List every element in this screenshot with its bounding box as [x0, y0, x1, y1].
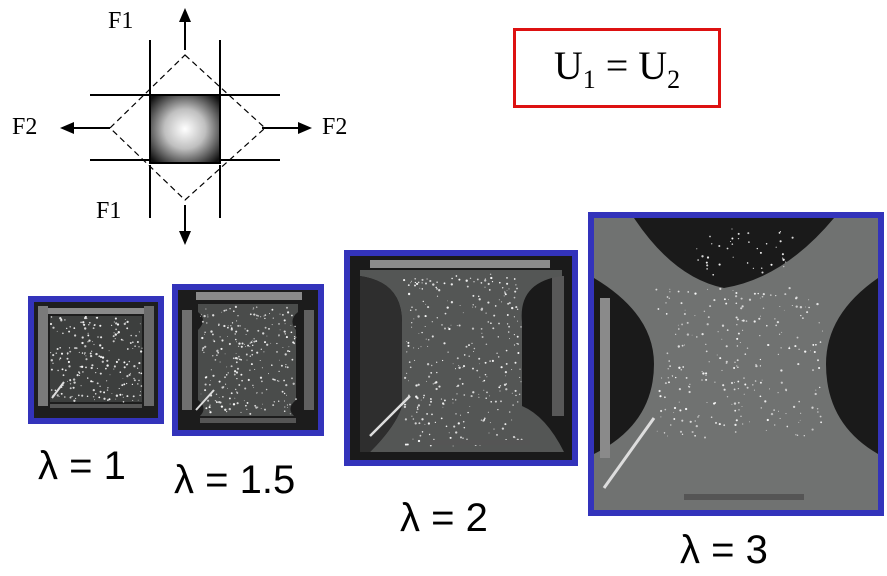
force-right-label: F2: [322, 114, 348, 140]
sample-photo-3: [344, 250, 578, 466]
equation-box: U1 = U2: [513, 28, 721, 108]
force-left-label: F2: [12, 114, 38, 140]
deformed-outline: [109, 54, 266, 201]
specimen-square: [149, 94, 221, 164]
sample-label-1: λ = 1: [38, 444, 126, 488]
equation-left-sub: 1: [582, 64, 596, 94]
sample-image-4: [594, 218, 878, 510]
sample-image-1: [34, 302, 158, 418]
sample-photo-1: [28, 296, 164, 424]
equation-right: U: [638, 42, 668, 88]
force-arrows: [60, 8, 312, 245]
sample-photo-2: [172, 284, 324, 436]
equation-right-sub: 2: [667, 64, 681, 94]
equation-op: =: [595, 42, 639, 88]
equation: U1 = U2: [554, 42, 680, 95]
loading-schematic: [60, 8, 312, 245]
equation-left: U: [553, 42, 583, 88]
sample-label-2: λ = 1.5: [174, 458, 296, 502]
sample-image-2: [178, 290, 318, 430]
sample-photo-4: [588, 212, 884, 516]
grip-lines: [90, 40, 280, 218]
force-bottom-label: F1: [96, 198, 122, 224]
sample-label-4: λ = 3: [680, 528, 768, 572]
sample-image-3: [350, 256, 572, 460]
force-top-label: F1: [108, 8, 134, 34]
sample-label-3: λ = 2: [400, 496, 488, 540]
